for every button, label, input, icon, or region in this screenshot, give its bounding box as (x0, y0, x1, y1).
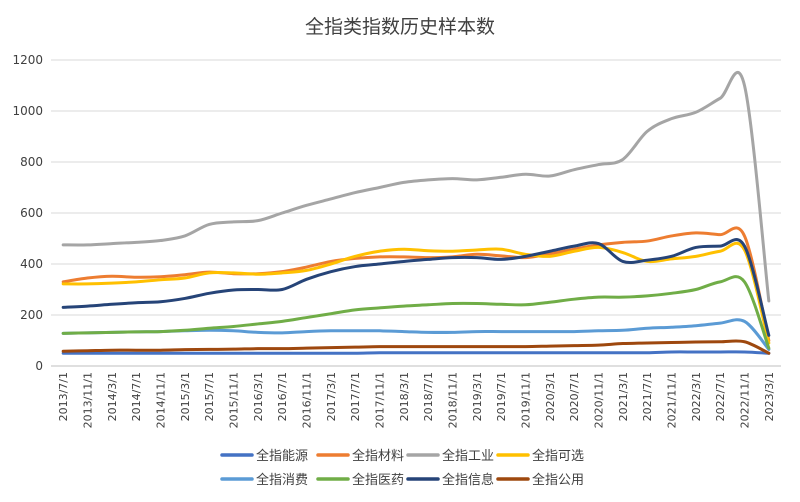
legend-item: 全指材料 (316, 448, 404, 464)
y-axis: 0 200 400 600 800 1000 1200 (12, 53, 43, 373)
x-tick-label: 2013/11/1 (82, 372, 95, 428)
x-tick-label: 2020/11/1 (593, 372, 606, 428)
x-tick-label: 2015/3/1 (179, 372, 192, 421)
series-line (61, 339, 771, 355)
x-tick-label: 2018/11/1 (447, 372, 460, 428)
x-tick-label: 2019/3/1 (471, 372, 484, 421)
x-tick-label: 2023/3/1 (763, 372, 776, 421)
x-tick-label: 2016/3/1 (252, 372, 265, 421)
y-tick-label: 0 (35, 359, 43, 373)
legend-item: 全指公用 (496, 472, 584, 488)
grid-layer (51, 59, 781, 367)
series-line (61, 275, 771, 350)
legend-label: 全指消费 (256, 472, 308, 488)
x-tick-label: 2017/11/1 (374, 372, 387, 428)
series-line (61, 350, 771, 355)
x-tick-label: 2017/7/1 (349, 372, 362, 421)
x-tick-label: 2021/11/1 (666, 372, 679, 428)
legend-label: 全指可选 (532, 448, 584, 464)
legend-item: 全指工业 (406, 448, 494, 464)
x-tick-label: 2016/7/1 (276, 372, 289, 421)
series-line (61, 238, 771, 337)
x-tick-label: 2019/11/1 (520, 372, 533, 428)
x-tick-label: 2022/7/1 (714, 372, 727, 421)
y-tick-label: 800 (20, 155, 43, 169)
x-tick-label: 2013/7/1 (57, 372, 70, 421)
x-tick-label: 2018/7/1 (422, 372, 435, 421)
x-tick-label: 2014/3/1 (106, 372, 119, 421)
y-tick-label: 1000 (12, 104, 43, 118)
series-layer (61, 71, 771, 355)
x-tick-label: 2014/7/1 (130, 372, 143, 421)
legend-item: 全指可选 (496, 448, 584, 464)
x-tick-label: 2021/3/1 (617, 372, 630, 421)
legend-label: 全指信息 (442, 472, 494, 488)
x-tick-label: 2022/11/1 (739, 372, 752, 428)
x-tick-label: 2020/7/1 (568, 372, 581, 421)
legend-item: 全指消费 (220, 472, 308, 488)
y-tick-label: 600 (20, 206, 43, 220)
series-line (61, 226, 771, 342)
x-tick-label: 2015/11/1 (228, 372, 241, 428)
x-tick-label: 2018/3/1 (398, 372, 411, 421)
y-tick-label: 200 (20, 308, 43, 322)
series-line (61, 318, 771, 351)
x-tick-label: 2020/3/1 (544, 372, 557, 421)
x-tick-label: 2016/11/1 (301, 372, 314, 428)
series-line (61, 241, 771, 345)
y-tick-label: 1200 (12, 53, 43, 67)
legend-label: 全指能源 (256, 448, 308, 464)
legend-label: 全指材料 (352, 448, 404, 464)
legend-item: 全指信息 (406, 472, 494, 488)
x-tick-label: 2017/3/1 (325, 372, 338, 421)
chart-title: 全指类指数历史样本数 (305, 16, 495, 38)
x-tick-label: 2021/7/1 (641, 372, 654, 421)
x-tick-label: 2022/3/1 (690, 372, 703, 421)
series-line (61, 71, 771, 303)
legend-item: 全指医药 (316, 472, 404, 488)
legend-label: 全指医药 (352, 472, 404, 488)
x-axis: 2013/7/1 2013/11/1 2014/3/1 2014/7/1 2014/11… (57, 372, 776, 428)
x-tick-label: 2019/7/1 (495, 372, 508, 421)
legend-item: 全指能源 (220, 448, 308, 464)
legend-label: 全指工业 (442, 448, 494, 464)
x-tick-label: 2015/7/1 (203, 372, 216, 421)
y-tick-label: 400 (20, 257, 43, 271)
legend-label: 全指公用 (532, 472, 584, 488)
x-tick-label: 2014/11/1 (155, 372, 168, 428)
